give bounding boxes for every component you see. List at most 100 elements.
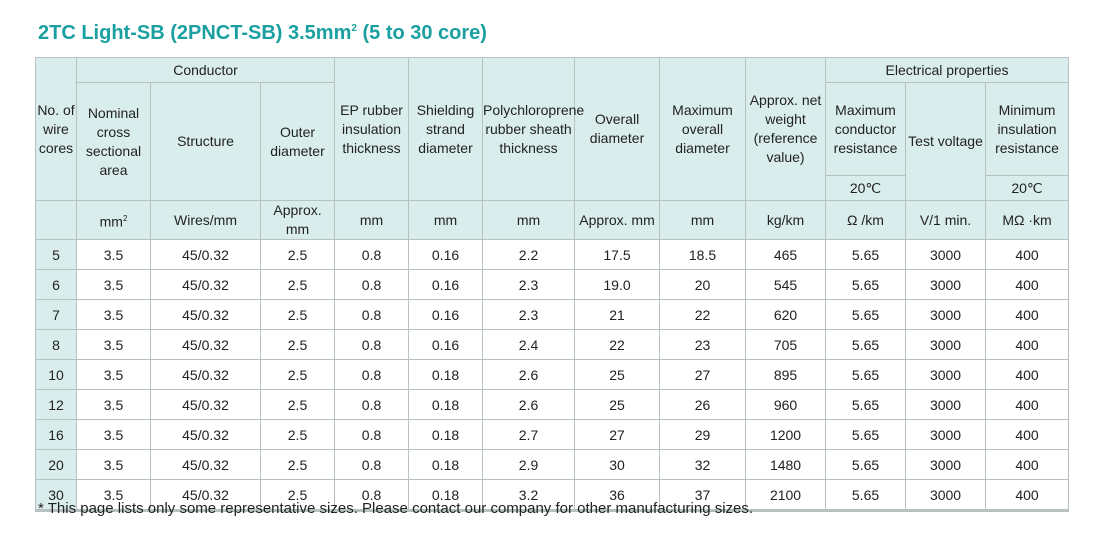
cell-overall: 25 [574, 389, 661, 420]
cell-resistance: 5.65 [825, 449, 907, 480]
cell-voltage: 3000 [905, 479, 987, 512]
cell-shield: 0.16 [408, 239, 484, 270]
cell-shield: 0.18 [408, 359, 484, 390]
cell-cores: 7 [35, 299, 77, 330]
cell-resistance: 5.65 [825, 419, 907, 450]
cell-area: 3.5 [76, 239, 151, 270]
cell-ep: 0.8 [334, 329, 410, 360]
cell-maxdia: 27 [659, 359, 747, 390]
cell-insulation: 400 [985, 329, 1070, 360]
cell-area: 3.5 [76, 449, 151, 480]
unit-cores-blank [35, 200, 77, 240]
cell-ep: 0.8 [334, 449, 410, 480]
cell-cores: 5 [35, 239, 77, 270]
table-header: No. of wire cores Conductor EP rubber in… [35, 57, 1070, 240]
table-body: 5 3.5 45/0.32 2.5 0.8 0.16 2.2 17.5 18.5 465 5.65 3… [35, 239, 1070, 512]
cell-structure: 45/0.32 [150, 269, 261, 300]
cell-structure: 45/0.32 [150, 419, 261, 450]
cell-weight: 960 [745, 389, 827, 420]
header-nominal-cross-sectional-area: Nominal cross sectional area [76, 82, 151, 201]
cable-spec-table: No. of wire cores Conductor EP rubber in… [35, 57, 1070, 512]
cell-voltage: 3000 [905, 269, 987, 300]
cell-outer: 2.5 [259, 359, 336, 390]
cell-overall: 22 [574, 329, 661, 360]
cell-cores: 8 [35, 329, 77, 360]
header-temp-insulation: 20℃ [985, 175, 1070, 201]
cell-ep: 0.8 [334, 419, 410, 450]
cell-cores: 10 [35, 359, 77, 390]
cell-ep: 0.8 [334, 299, 410, 330]
cell-resistance: 5.65 [825, 359, 907, 390]
header-test-voltage: Test voltage [905, 82, 987, 201]
cell-voltage: 3000 [905, 449, 987, 480]
cell-overall: 25 [574, 359, 661, 390]
cell-structure: 45/0.32 [150, 359, 261, 390]
cell-structure: 45/0.32 [150, 299, 261, 330]
cell-cores: 6 [35, 269, 77, 300]
cell-insulation: 400 [985, 389, 1070, 420]
unit-shielding: mm [408, 200, 484, 240]
cell-sheath: 3.2 [482, 479, 576, 512]
cell-sheath: 2.2 [482, 239, 576, 270]
title-main: 2TC Light-SB (2PNCT-SB) 3.5mm [38, 22, 352, 44]
cell-structure: 45/0.32 [150, 449, 261, 480]
table-row: 20 3.5 45/0.32 2.5 0.8 0.18 2.9 30 32 1480 5.65 300… [35, 449, 1070, 480]
cell-maxdia: 22 [659, 299, 747, 330]
title-superscript: 2 [351, 23, 357, 34]
cell-insulation: 400 [985, 479, 1070, 512]
cell-weight: 465 [745, 239, 827, 270]
unit-area: mm2 [76, 200, 151, 240]
unit-min-insulation: MΩ ·km [985, 200, 1070, 240]
table-row: 5 3.5 45/0.32 2.5 0.8 0.16 2.2 17.5 18.5 465 5.65 3… [35, 239, 1070, 270]
cell-outer: 2.5 [259, 269, 336, 300]
cell-cores: 12 [35, 389, 77, 420]
cell-insulation: 400 [985, 239, 1070, 270]
cell-area: 3.5 [76, 299, 151, 330]
cell-insulation: 400 [985, 299, 1070, 330]
cell-resistance: 5.65 [825, 389, 907, 420]
header-conductor-group: Conductor [75, 57, 336, 83]
header-outer-diameter: Outer diameter [259, 82, 336, 201]
header-polychloroprene-sheath-thickness: Polychloroprene rubber sheath thickness [482, 57, 584, 201]
cell-shield: 0.16 [408, 299, 484, 330]
table-row: 12 3.5 45/0.32 2.5 0.8 0.18 2.6 25 26 960 5.65 3000… [35, 389, 1070, 420]
cell-weight: 2100 [745, 479, 827, 512]
cell-weight: 620 [745, 299, 827, 330]
table-row: 8 3.5 45/0.32 2.5 0.8 0.16 2.4 22 23 705 5.65 3000 4… [35, 329, 1070, 360]
cell-ep: 0.8 [334, 269, 410, 300]
cell-cores: 30 [35, 479, 77, 512]
cell-insulation: 400 [985, 359, 1070, 390]
cell-outer: 2.5 [259, 389, 336, 420]
cell-outer: 2.5 [259, 239, 336, 270]
cell-structure: 45/0.32 [150, 239, 261, 270]
cell-area: 3.5 [76, 419, 151, 450]
header-no-of-wire-cores: No. of wire cores [35, 57, 77, 201]
cell-maxdia: 37 [659, 479, 747, 512]
unit-overall-diameter: Approx. mm [574, 200, 661, 240]
page-title: 2TC Light-SB (2PNCT-SB) 3.5mm2 (5 to 30 … [38, 22, 487, 45]
cell-sheath: 2.3 [482, 299, 576, 330]
cell-weight: 705 [745, 329, 827, 360]
footnote: * This page lists only some representati… [38, 500, 754, 517]
cell-sheath: 2.9 [482, 449, 576, 480]
cell-outer: 2.5 [259, 449, 336, 480]
cell-resistance: 5.65 [825, 299, 907, 330]
cell-shield: 0.18 [408, 479, 484, 512]
cell-resistance: 5.65 [825, 479, 907, 512]
cell-voltage: 3000 [905, 389, 987, 420]
cell-resistance: 5.65 [825, 239, 907, 270]
cell-sheath: 2.3 [482, 269, 576, 300]
cell-ep: 0.8 [334, 359, 410, 390]
unit-test-voltage: V/1 min. [905, 200, 987, 240]
cell-insulation: 400 [985, 269, 1070, 300]
cell-maxdia: 23 [659, 329, 747, 360]
cell-voltage: 3000 [905, 239, 987, 270]
unit-max-resistance: Ω /km [825, 200, 907, 240]
cell-voltage: 3000 [905, 419, 987, 450]
cell-area: 3.5 [76, 359, 151, 390]
cell-voltage: 3000 [905, 359, 987, 390]
header-shielding-strand-diameter: Shielding strand diameter [408, 57, 484, 201]
cell-structure: 45/0.32 [150, 389, 261, 420]
header-minimum-insulation-resistance: Minimum insulation resistance [985, 82, 1070, 176]
unit-max-overall-diameter: mm [659, 200, 747, 240]
